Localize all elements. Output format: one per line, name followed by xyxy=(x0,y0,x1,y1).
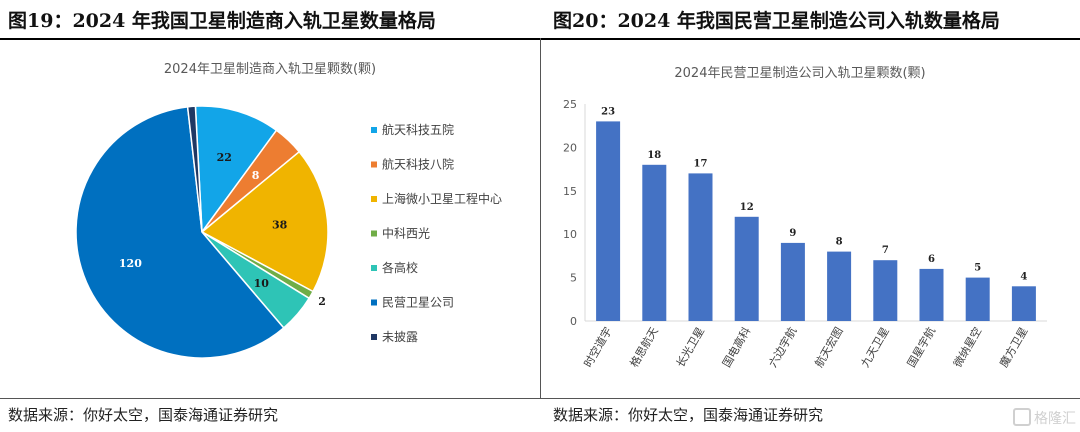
y-tick-label: 10 xyxy=(563,228,577,241)
y-tick-label: 20 xyxy=(563,141,577,154)
left-data-source: 数据来源：你好太空，国泰海通证券研究 xyxy=(8,406,279,424)
pie-slice-value-label: 2 xyxy=(318,295,326,308)
y-tick-label: 5 xyxy=(570,272,577,285)
right-data-source: 数据来源：你好太空，国泰海通证券研究 xyxy=(553,406,824,424)
pie-slice-value-label: 10 xyxy=(254,277,270,290)
pie-slice xyxy=(75,105,285,359)
bar-chart: 2024年民营卫星制造公司入轨卫星颗数(颗) 0 5 10 15 20 25 23 时空道宇 18… xyxy=(563,66,1047,370)
bar-value-label: 4 xyxy=(1020,271,1027,282)
x-category-label: 微纳星空 xyxy=(950,325,984,370)
x-category-label: 国电高科 xyxy=(719,325,753,370)
x-category-label: 九天卫星 xyxy=(859,325,892,370)
legend-item: 中科西光 xyxy=(382,226,430,241)
y-tick-label: 15 xyxy=(563,185,577,198)
y-tick-label: 0 xyxy=(570,315,577,328)
x-category-label: 六边宇航 xyxy=(765,325,799,370)
bar-value-label: 23 xyxy=(601,106,615,117)
watermark-text: 格隆汇 xyxy=(1034,411,1076,427)
legend-swatch xyxy=(371,230,377,237)
x-category-label: 时空道宇 xyxy=(581,325,615,370)
right-figure-title: 图20：2024 年我国民营卫星制造公司入轨数量格局 xyxy=(553,10,1000,32)
x-category-label: 格思航天 xyxy=(627,325,661,370)
x-category-label: 航天宏图 xyxy=(812,325,846,370)
pie-slice xyxy=(186,105,203,233)
bar-value-label: 12 xyxy=(740,202,754,213)
pie-slice-value-label: 8 xyxy=(252,169,260,182)
legend-item: 民营卫星公司 xyxy=(382,296,454,310)
pie-slice xyxy=(194,105,278,235)
x-category-label: 国星宇航 xyxy=(904,325,938,370)
pie-slice-value-label: 38 xyxy=(272,218,288,231)
bar xyxy=(596,121,621,322)
pie-slice-value-label: 22 xyxy=(217,151,232,164)
bar-value-label: 9 xyxy=(789,228,796,239)
pie-slice xyxy=(200,150,329,293)
pie-slice-value-label: 120 xyxy=(119,257,142,270)
left-figure-title: 图19：2024 年我国卫星制造商入轨卫星数量格局 xyxy=(8,10,436,32)
legend-swatch xyxy=(371,127,377,133)
legend-item: 上海微小卫星工程中心 xyxy=(382,191,502,206)
legend-swatch xyxy=(371,334,377,340)
legend-item: 航天科技八院 xyxy=(382,157,454,172)
bottom-rule xyxy=(0,398,1080,399)
bar-value-label: 6 xyxy=(928,254,935,265)
legend-swatch xyxy=(371,196,377,202)
x-category-label: 魔方卫星 xyxy=(996,325,1030,370)
panel-divider xyxy=(540,38,541,399)
legend-swatch xyxy=(371,299,377,306)
bar-value-label: 18 xyxy=(647,150,661,161)
watermark-logo-icon xyxy=(1013,408,1031,426)
legend-swatch xyxy=(371,161,377,168)
bar-chart-title: 2024年民营卫星制造公司入轨卫星颗数(颗) xyxy=(674,66,925,81)
legend-item: 各高校 xyxy=(382,260,418,275)
watermark: 格隆汇 xyxy=(1013,408,1076,428)
bar xyxy=(688,173,713,321)
bar xyxy=(780,242,805,321)
y-tick-label: 25 xyxy=(563,98,577,111)
bar xyxy=(734,216,759,321)
legend-item: 未披露 xyxy=(382,330,418,344)
legend-swatch xyxy=(371,265,377,271)
x-category-label: 长光卫星 xyxy=(673,325,707,370)
bar xyxy=(827,251,852,321)
pie-chart-title: 2024年卫星制造商入轨卫星颗数(颗) xyxy=(164,62,376,77)
legend-item: 航天科技五院 xyxy=(382,122,454,137)
bar-value-label: 17 xyxy=(694,158,708,169)
bar xyxy=(1011,286,1036,321)
bar xyxy=(919,268,944,321)
bar xyxy=(642,164,667,321)
bar-value-label: 5 xyxy=(974,263,981,274)
bar xyxy=(873,260,898,321)
bar-value-label: 8 xyxy=(836,237,843,248)
bar-value-label: 7 xyxy=(882,245,889,256)
bar xyxy=(965,277,990,321)
pie-chart: 2024年卫星制造商入轨卫星颗数(颗) 22 8 38 2 10 120 航天科技五院航天科技… xyxy=(75,62,502,359)
